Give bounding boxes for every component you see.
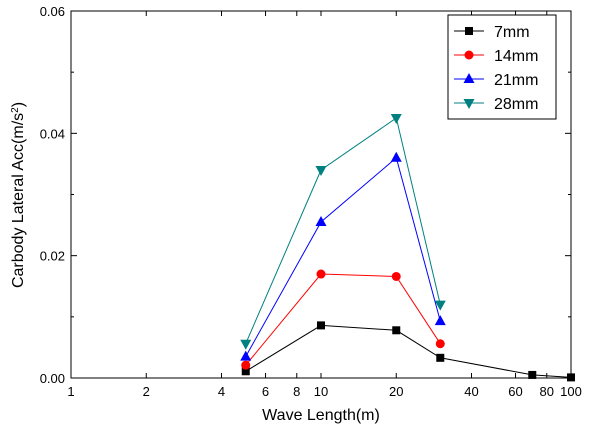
x-tick-label: 1 xyxy=(67,384,74,399)
data-point xyxy=(391,271,401,281)
x-tick-label: 60 xyxy=(508,384,522,399)
data-point xyxy=(317,321,325,330)
legend-item: 7mm xyxy=(454,24,530,41)
legend-label: 14mm xyxy=(494,48,538,65)
series-line xyxy=(245,156,441,357)
data-point xyxy=(567,373,575,382)
series-21mm xyxy=(240,151,446,361)
series-7mm xyxy=(241,321,575,382)
x-axis-title: Wave Length(m) xyxy=(262,407,380,424)
data-point xyxy=(436,353,445,362)
data-point xyxy=(315,216,327,227)
series-layer xyxy=(240,114,575,382)
legend: 7mm 14mm 21mm 28mm xyxy=(447,14,557,120)
series-line xyxy=(245,117,441,344)
y-axis-title-superscript: 2 xyxy=(10,107,21,113)
y-axis-title-end: ) xyxy=(10,102,27,107)
data-point xyxy=(241,367,250,376)
y-tick-label: 0.00 xyxy=(40,371,65,386)
x-tick-label: 20 xyxy=(389,384,403,399)
x-axis: 1 2 4 6 8 10 20 40 60 80 100 xyxy=(67,11,582,399)
series-14mm xyxy=(241,269,445,370)
x-tick-label: 2 xyxy=(143,384,150,399)
x-tick-label: 100 xyxy=(560,384,582,399)
series-28mm xyxy=(240,114,446,350)
data-point xyxy=(434,300,446,311)
data-point xyxy=(392,326,401,335)
x-tick-label: 40 xyxy=(464,384,478,399)
y-tick-label: 0.06 xyxy=(40,4,65,19)
legend-marker xyxy=(464,50,474,60)
data-point xyxy=(316,269,326,279)
legend-marker xyxy=(463,73,475,83)
x-tick-label: 4 xyxy=(218,384,225,399)
data-point xyxy=(435,339,445,349)
x-tick-label: 80 xyxy=(540,384,554,399)
series-line xyxy=(245,273,441,366)
legend-item: 21mm xyxy=(454,72,538,89)
y-axis-title-main: Carbody Lateral Acc(m/s xyxy=(10,113,27,288)
x-tick-label: 8 xyxy=(293,384,300,399)
legend-marker xyxy=(463,99,475,109)
y-axis-title: Carbody Lateral Acc(m/s2) xyxy=(10,102,28,288)
data-point xyxy=(240,339,252,350)
data-point xyxy=(390,114,402,125)
data-point xyxy=(241,360,251,370)
legend-marker xyxy=(465,27,473,35)
legend-item: 28mm xyxy=(454,96,538,113)
y-tick-label: 0.04 xyxy=(40,126,65,141)
y-tick-label: 0.02 xyxy=(40,249,65,264)
x-tick-label: 6 xyxy=(262,384,269,399)
y-axis: 0.00 0.02 0.04 0.06 xyxy=(40,4,571,386)
x-tick-label: 10 xyxy=(314,384,328,399)
data-point xyxy=(434,315,446,326)
data-point xyxy=(528,370,537,379)
legend-item: 14mm xyxy=(454,48,538,65)
series-line xyxy=(245,324,572,378)
data-point xyxy=(390,151,402,162)
data-point xyxy=(315,166,327,177)
legend-label: 7mm xyxy=(494,24,530,41)
legend-label: 21mm xyxy=(494,72,538,89)
legend-label: 28mm xyxy=(494,96,538,113)
data-point xyxy=(240,350,252,361)
